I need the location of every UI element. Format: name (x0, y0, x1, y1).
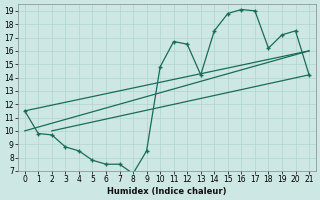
X-axis label: Humidex (Indice chaleur): Humidex (Indice chaleur) (107, 187, 227, 196)
